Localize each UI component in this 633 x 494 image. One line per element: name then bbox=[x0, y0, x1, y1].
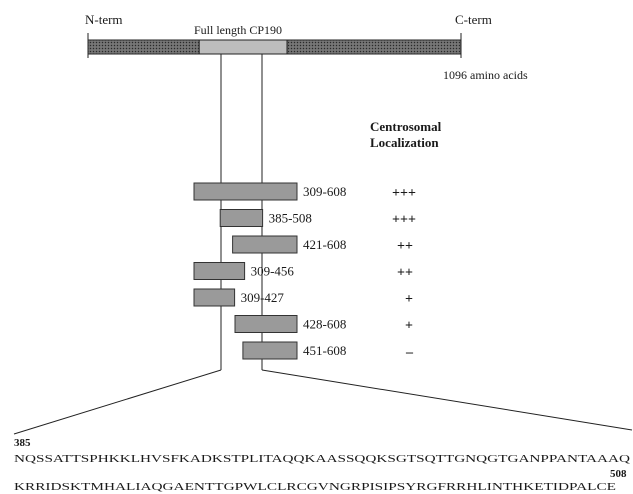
construct-row: 309-456 ++ bbox=[193, 262, 413, 281]
sequence-line-1: NQSSATTSPHKKLHVSFKADKSTPLITAQQKAASSQQKSG… bbox=[14, 454, 631, 465]
localization-header-line2: Localization bbox=[370, 135, 439, 150]
construct-range-label: 309-608 bbox=[303, 184, 346, 199]
zoom-line-right bbox=[261, 369, 633, 431]
localization-header-line1: Centrosomal bbox=[370, 119, 442, 134]
length-label: 1096 amino acids bbox=[443, 68, 528, 82]
localization-score: + bbox=[405, 319, 413, 334]
c-term-label: C-term bbox=[455, 12, 492, 27]
highlight-region bbox=[198, 39, 288, 55]
construct-row: 385-508 +++ bbox=[219, 209, 416, 228]
construct-bar bbox=[193, 262, 246, 280]
zoom-line-left bbox=[13, 369, 222, 435]
construct-bar bbox=[193, 182, 298, 201]
construct-bar bbox=[242, 341, 298, 360]
construct-row: 309-427 + bbox=[193, 288, 413, 307]
construct-bar bbox=[193, 288, 236, 307]
construct-row: 451-608 – bbox=[242, 341, 414, 360]
construct-row: 309-608 +++ bbox=[193, 182, 416, 201]
localization-score: ++ bbox=[397, 239, 413, 254]
construct-bar bbox=[219, 209, 264, 227]
localization-score: + bbox=[405, 292, 413, 307]
sequence-line-2: KRRIDSKTMHALIAQGAENTTGPWLCLRCGVNGRPISIPS… bbox=[14, 482, 616, 493]
construct-range-label: 309-427 bbox=[241, 290, 285, 305]
construct-range-label: 421-608 bbox=[303, 237, 346, 252]
localization-header: Centrosomal Localization bbox=[370, 119, 442, 150]
construct-bar bbox=[234, 315, 298, 333]
full-length-protein: N-term C-term Full length CP190 1096 ami… bbox=[85, 12, 528, 82]
sequence-block: 385 NQSSATTSPHKKLHVSFKADKSTPLITAQQKAASSQ… bbox=[14, 437, 631, 493]
localization-score: – bbox=[405, 345, 414, 360]
construct-list: 309-608 +++385-508 +++421-608 ++309-456 ++30… bbox=[193, 182, 416, 360]
n-term-label: N-term bbox=[85, 12, 123, 27]
construct-range-label: 309-456 bbox=[251, 264, 295, 279]
localization-score: +++ bbox=[392, 213, 416, 228]
localization-score: ++ bbox=[397, 266, 413, 281]
sequence-end-label: 508 bbox=[610, 468, 627, 480]
construct-range-label: 385-508 bbox=[269, 211, 312, 226]
full-length-title: Full length CP190 bbox=[194, 23, 282, 37]
construct-range-label: 451-608 bbox=[303, 343, 346, 358]
construct-range-label: 428-608 bbox=[303, 317, 346, 332]
localization-score: +++ bbox=[392, 186, 416, 201]
construct-bar bbox=[232, 235, 298, 254]
construct-row: 428-608 + bbox=[234, 315, 413, 334]
sequence-start-label: 385 bbox=[14, 437, 31, 449]
construct-row: 421-608 ++ bbox=[232, 235, 413, 254]
